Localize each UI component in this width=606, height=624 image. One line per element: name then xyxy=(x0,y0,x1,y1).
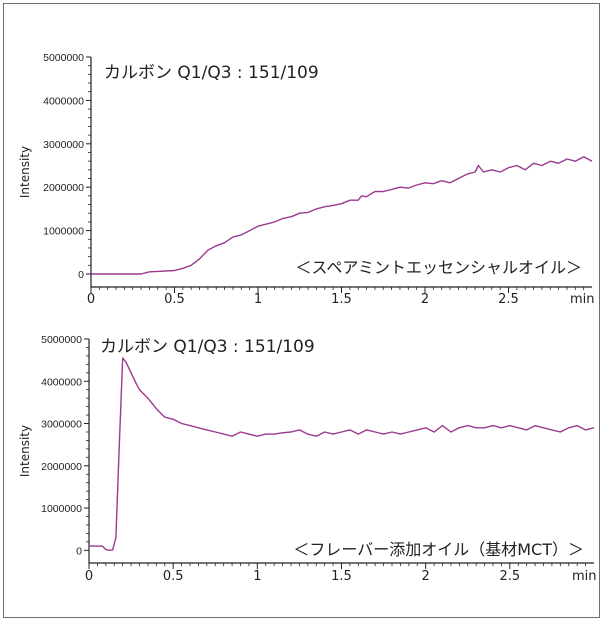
y-tick-label: 1000000 xyxy=(43,226,84,238)
series-line xyxy=(91,156,593,275)
x-tick-label: 0 xyxy=(87,292,95,307)
y-tick-label: 5000000 xyxy=(43,52,84,64)
y-tick-label: 1000000 xyxy=(41,503,82,515)
x-axis-label: min xyxy=(570,292,595,307)
y-tick-label: 3000000 xyxy=(43,139,84,151)
y-axis-label: Intensity xyxy=(18,425,32,477)
y-tick-label: 2000000 xyxy=(41,461,82,473)
x-tick-label: 0 xyxy=(85,569,93,584)
x-tick-label: 1.5 xyxy=(331,569,352,584)
x-tick-label: 2 xyxy=(422,569,430,584)
x-tick-label: 0.5 xyxy=(164,292,185,307)
y-tick-label: 3000000 xyxy=(41,419,82,431)
figure-frame xyxy=(3,3,600,618)
y-tick-label: 0 xyxy=(78,269,84,281)
series-line xyxy=(89,357,595,551)
y-tick-label: 0 xyxy=(76,545,82,557)
x-tick-label: 1 xyxy=(253,569,261,584)
y-tick-label: 4000000 xyxy=(43,95,84,107)
x-tick-label: 1 xyxy=(254,292,262,307)
x-tick-label: 1.5 xyxy=(331,292,352,307)
sample-annotation: ＜スペアミントエッセンシャルオイル＞ xyxy=(295,258,582,277)
x-axis-label: min xyxy=(572,569,597,584)
y-tick-label: 2000000 xyxy=(43,182,84,194)
x-tick-label: 2 xyxy=(421,292,429,307)
x-tick-label: 2.5 xyxy=(498,292,519,307)
sample-annotation: ＜フレーバー添加オイル（基材MCT）＞ xyxy=(293,540,584,559)
panel-title: カルボン Q1/Q3 : 151/109 xyxy=(100,337,315,357)
y-tick-label: 4000000 xyxy=(41,376,82,388)
x-tick-label: 2.5 xyxy=(499,569,520,584)
panel-title: カルボン Q1/Q3 : 151/109 xyxy=(104,63,319,83)
y-tick-label: 5000000 xyxy=(41,334,82,346)
x-tick-label: 0.5 xyxy=(163,569,184,584)
y-axis-label: Intensity xyxy=(18,146,32,198)
